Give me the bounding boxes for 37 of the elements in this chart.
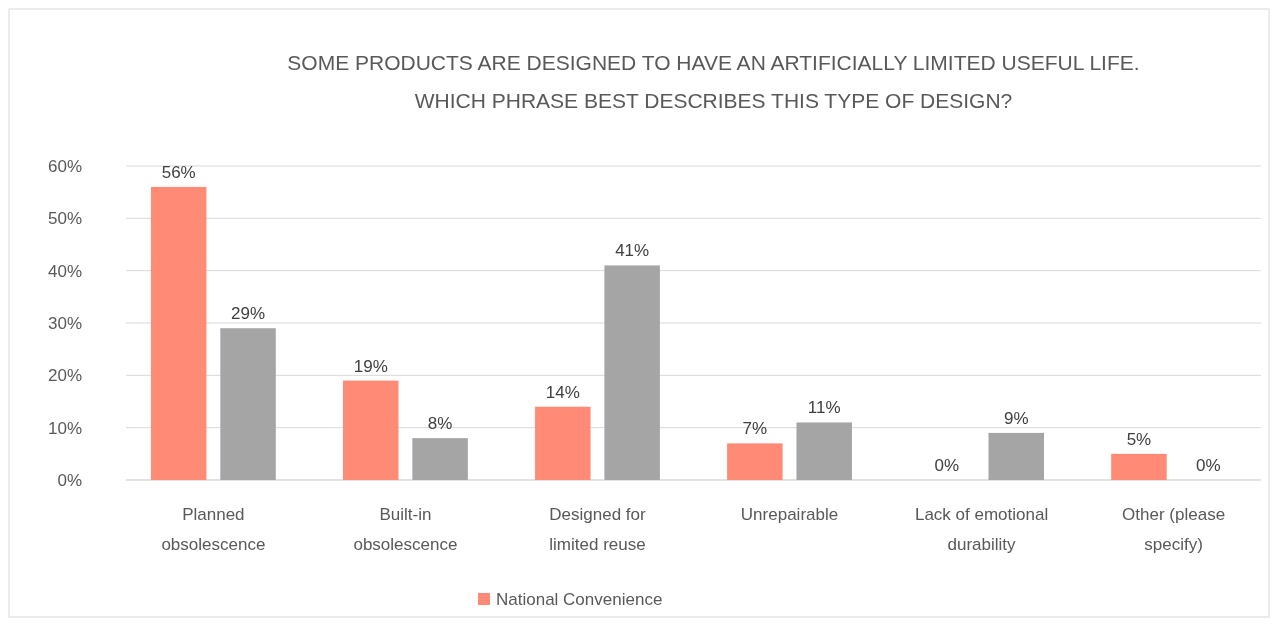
y-tick-label: 20%	[47, 366, 82, 386]
legend-label: National Convenience	[496, 589, 663, 609]
x-tick-label: Unrepairable	[740, 505, 839, 524]
y-tick-label: 30%	[47, 313, 82, 333]
x-tick-label: Other (please specify)	[1122, 505, 1226, 554]
x-tick-label: Built-in obsolescence	[353, 505, 458, 554]
text: 5%	[1126, 429, 1152, 449]
text: 14%	[545, 382, 580, 402]
bar	[796, 422, 852, 480]
x-tick-label: Designed for limited reuse	[549, 505, 647, 554]
y-tick-label: 0%	[57, 470, 82, 490]
bar	[412, 438, 468, 480]
bar	[727, 443, 783, 480]
bar	[1111, 453, 1167, 480]
text: 19%	[353, 356, 388, 376]
bar	[150, 186, 207, 480]
y-tick-label: 10%	[47, 418, 82, 438]
x-tick-label: Planned obsolescence	[161, 505, 266, 554]
y-tick-label: 50%	[47, 209, 82, 229]
x-tick-label: Lack of emotional durability	[914, 505, 1049, 554]
text: 9%	[1003, 408, 1029, 428]
text: 0%	[934, 456, 960, 475]
text: 29%	[231, 304, 266, 324]
text: 7%	[742, 419, 768, 439]
text: 41%	[615, 241, 650, 261]
bar	[604, 265, 660, 480]
text: 56%	[161, 162, 196, 182]
text: 11%	[807, 398, 841, 418]
text: 8%	[427, 414, 453, 434]
bar	[535, 406, 591, 480]
bar	[220, 328, 276, 480]
chart-title: SOME PRODUCTS ARE DESIGNED TO HAVE AN ARTIFICIALLY LIMITED USEFUL LIFE. WHICH PHRASE BEST DESCRIBES THIS TYPE OF DESIGN?	[287, 51, 1140, 112]
bar	[343, 380, 399, 480]
y-tick-label: 60%	[47, 156, 82, 176]
text: 0%	[1196, 456, 1221, 475]
bar	[988, 432, 1044, 480]
y-tick-label: 40%	[47, 261, 82, 281]
